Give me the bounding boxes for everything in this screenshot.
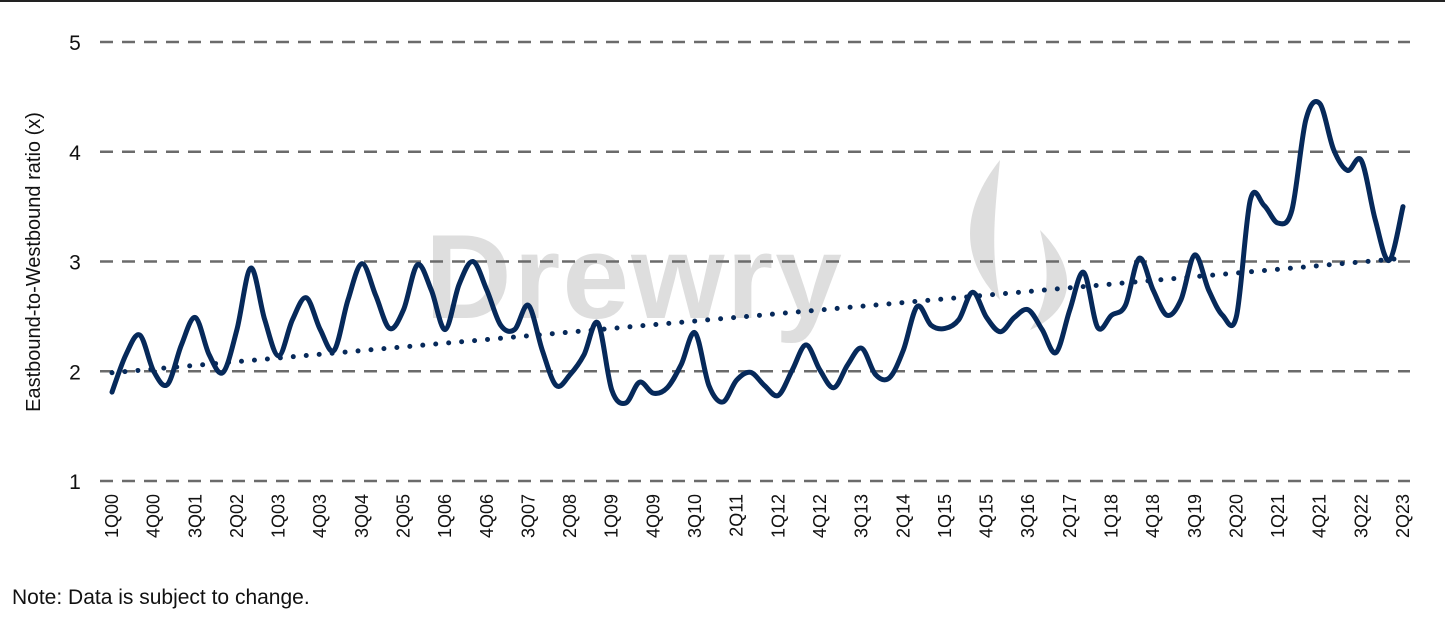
x-tick-label: 3Q04: [352, 494, 372, 538]
x-tick-label: 3Q01: [185, 494, 205, 538]
x-tick-label: 4Q21: [1310, 494, 1330, 538]
series-line: [109, 99, 1406, 406]
x-tick-label: 4Q18: [1143, 494, 1163, 538]
x-tick-label: 4Q12: [810, 494, 830, 538]
x-tick-label: 3Q16: [1018, 494, 1038, 538]
x-tick-label: 1Q00: [102, 494, 122, 538]
x-tick-label: 2Q08: [560, 494, 580, 538]
x-tick-label: 2Q20: [1226, 494, 1246, 538]
x-tick-label: 1Q18: [1101, 494, 1121, 538]
svg-text:Drewry: Drewry: [425, 210, 844, 344]
x-tick-label: 1Q09: [602, 494, 622, 538]
footnote: Note: Data is subject to change.: [12, 586, 310, 609]
y-tick-label: 2: [69, 361, 81, 384]
x-tick-label: 4Q09: [643, 494, 663, 538]
x-tick-label: 3Q22: [1351, 494, 1371, 538]
x-tick-label: 3Q10: [685, 494, 705, 538]
x-tick-label: 1Q06: [435, 494, 455, 538]
x-tick-label: 1Q03: [269, 494, 289, 538]
x-tick-label: 2Q17: [1060, 494, 1080, 538]
x-tick-label: 4Q06: [477, 494, 497, 538]
y-tick-label: 3: [69, 252, 81, 275]
y-tick-label: 4: [69, 142, 81, 165]
x-tick-label: 4Q15: [977, 494, 997, 538]
y-axis-label: Eastbound-to-Westbound ratio (x): [23, 112, 45, 412]
x-tick-label: 2Q14: [893, 494, 913, 538]
y-tick-label: 1: [69, 471, 81, 494]
x-tick-label: 1Q12: [768, 494, 788, 538]
y-tick-label: 5: [69, 32, 81, 55]
x-tick-label: 2Q05: [394, 494, 414, 538]
x-tick-label: 4Q00: [144, 494, 164, 538]
x-tick-label: 1Q21: [1268, 494, 1288, 538]
x-tick-label: 2Q23: [1393, 494, 1413, 538]
x-tick-label: 1Q15: [935, 494, 955, 538]
x-tick-label: 4Q03: [310, 494, 330, 538]
drewry-watermark-logo: Drewry: [425, 160, 1068, 344]
x-tick-label: 2Q02: [227, 494, 247, 538]
x-tick-label: 2Q11: [727, 494, 747, 537]
top-border: [0, 0, 1445, 2]
x-tick-label: 3Q07: [518, 494, 538, 538]
x-tick-label: 3Q13: [852, 494, 872, 538]
x-tick-label: 3Q19: [1185, 494, 1205, 538]
